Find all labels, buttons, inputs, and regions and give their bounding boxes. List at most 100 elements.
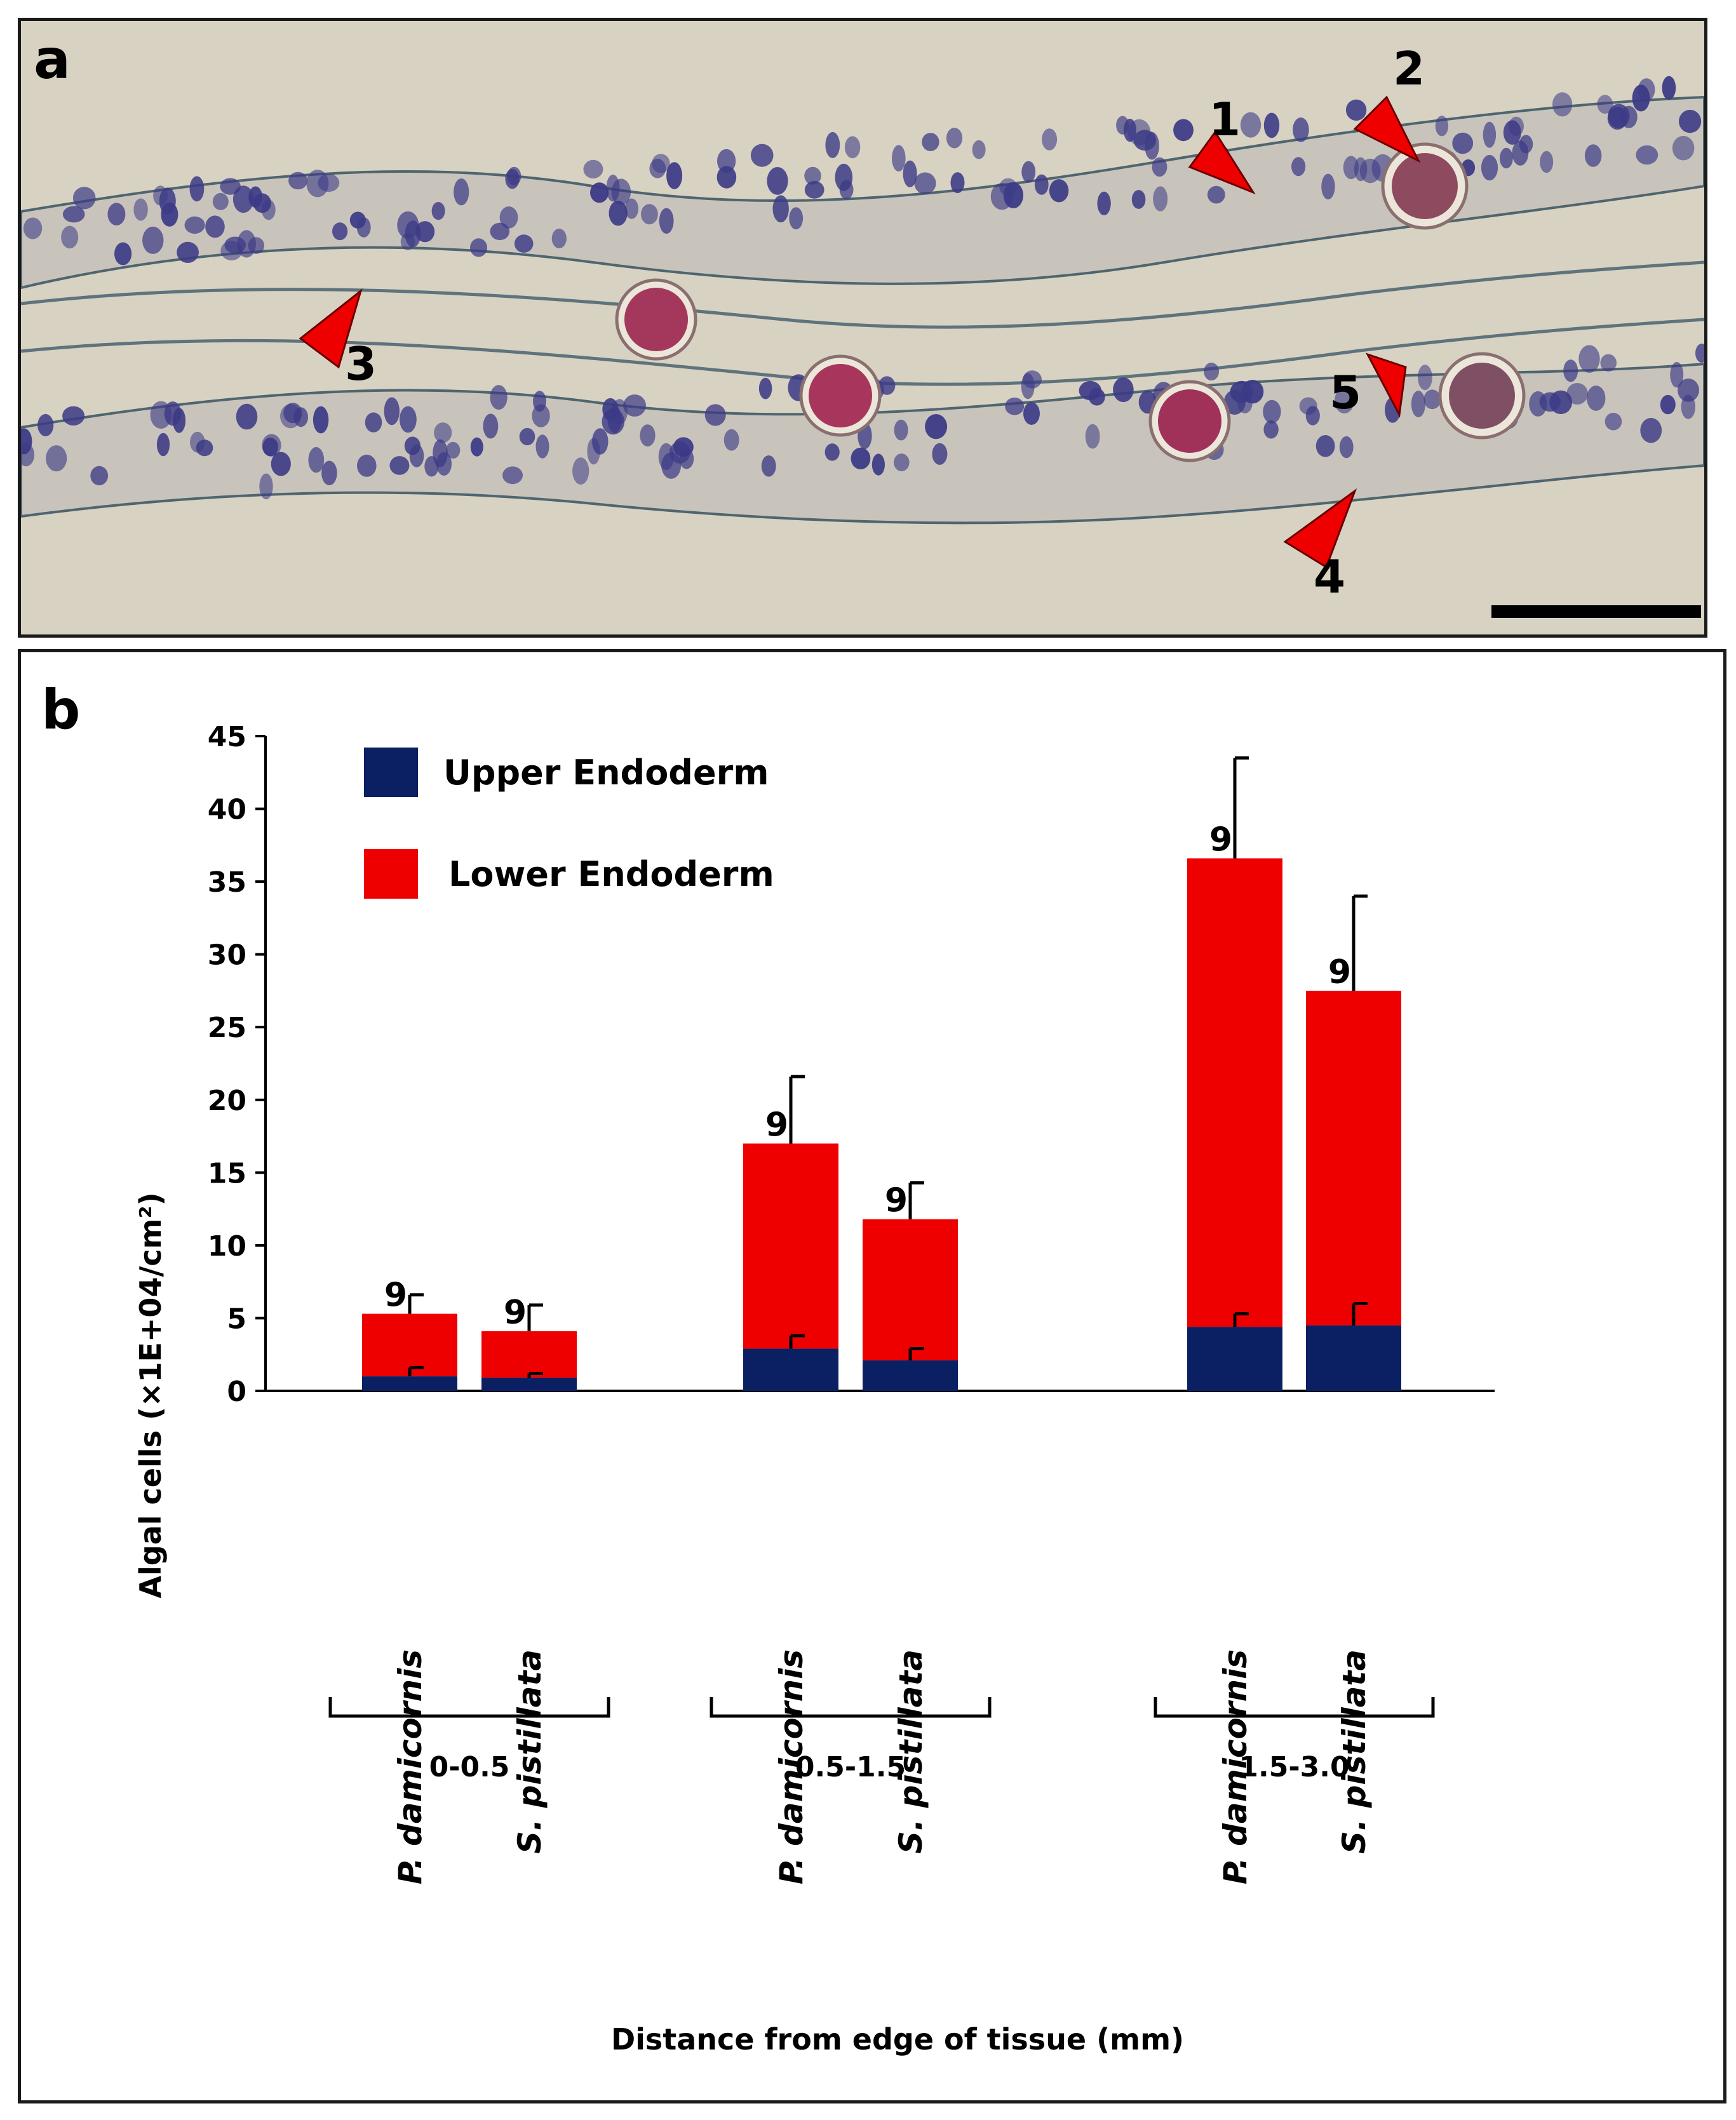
- cell-nucleus: [23, 217, 43, 239]
- cell-nucleus: [894, 453, 910, 472]
- cell-nucleus: [878, 376, 896, 395]
- cell-nucleus: [470, 437, 483, 457]
- cell-nucleus: [280, 404, 301, 429]
- cell-nucleus: [1578, 345, 1600, 373]
- cell-nucleus: [666, 162, 683, 189]
- group-label: 0.5-1.5: [795, 1751, 906, 1783]
- cell-nucleus: [1452, 132, 1474, 154]
- cell-nucleus: [1566, 383, 1589, 405]
- cell-nucleus: [892, 145, 906, 172]
- cell-nucleus: [262, 438, 278, 457]
- y-tick-label: 20: [208, 1085, 246, 1117]
- cell-nucleus: [1672, 135, 1695, 161]
- cell-nucleus: [1034, 174, 1049, 195]
- cell-nucleus: [1240, 112, 1262, 138]
- cell-nucleus: [172, 408, 186, 433]
- cell-nucleus: [1345, 99, 1367, 121]
- cell-nucleus: [37, 413, 54, 436]
- cell-nucleus: [1354, 157, 1368, 182]
- cell-nucleus: [946, 128, 963, 149]
- cell-nucleus: [1681, 394, 1695, 419]
- bar-lower-endoderm: [863, 1219, 958, 1360]
- cell-nucleus: [1679, 109, 1702, 133]
- cell-nucleus: [535, 434, 549, 459]
- cell-nucleus: [313, 406, 329, 434]
- y-axis-label: Algal cells (×1E+04/cm²): [133, 1192, 168, 1598]
- cell-nucleus: [1021, 161, 1036, 183]
- cell-nucleus: [519, 427, 535, 446]
- cell-nucleus: [972, 140, 986, 159]
- cell-nucleus: [1512, 140, 1529, 166]
- cell-nucleus: [1483, 121, 1497, 148]
- cell-nucleus: [1315, 435, 1335, 457]
- cell-nucleus: [1636, 145, 1659, 165]
- cell-nucleus: [611, 178, 631, 206]
- arrow-marker-4: [1283, 488, 1357, 569]
- legend: Upper Endoderm Lower Endoderm: [364, 748, 774, 899]
- micrograph-panel: 1 2 3 4 5 a: [18, 18, 1707, 638]
- cell-nucleus: [1423, 389, 1441, 410]
- cell-nucleus: [1597, 95, 1613, 114]
- cell-nucleus: [1334, 388, 1354, 413]
- cell-nucleus: [1097, 191, 1111, 215]
- cell-nucleus: [404, 436, 421, 455]
- cell-nucleus: [1003, 182, 1023, 208]
- arrow-annotations: 1 2 3 4 5: [299, 42, 1425, 603]
- arrow-marker-3: [299, 288, 363, 369]
- bar-upper-endoderm: [863, 1360, 958, 1391]
- cell-nucleus: [871, 453, 885, 476]
- cell-nucleus: [332, 222, 348, 241]
- cell-nucleus: [190, 431, 205, 453]
- legend-label: Upper Endoderm: [443, 753, 769, 793]
- cell-nucleus: [1263, 112, 1280, 138]
- cell-nucleus: [499, 206, 518, 229]
- cell-nucleus: [1600, 354, 1617, 372]
- cell-nucleus: [825, 131, 840, 158]
- cell-nucleus: [288, 171, 308, 190]
- bar-upper-endoderm: [1306, 1325, 1401, 1391]
- cell-nucleus: [824, 443, 840, 461]
- cell-nucleus: [1021, 373, 1035, 399]
- cell-nucleus: [804, 166, 821, 185]
- cell-nucleus: [1005, 398, 1025, 415]
- group-bracket: [710, 1697, 992, 1718]
- category-label: P. damicornis: [392, 1649, 429, 1884]
- group-label: 0-0.5: [429, 1751, 510, 1783]
- y-tick-label: 40: [208, 794, 246, 826]
- cell-nucleus: [205, 215, 225, 238]
- cell-nucleus: [1481, 154, 1498, 181]
- cell-nucleus: [483, 413, 499, 439]
- cell-nucleus: [1305, 406, 1320, 426]
- cell-nucleus: [717, 149, 736, 173]
- cell-nucleus: [1411, 391, 1425, 418]
- panel-a-label: a: [34, 28, 71, 91]
- cell-nucleus: [679, 448, 694, 469]
- arrow-label-1: 1: [1209, 93, 1241, 146]
- cell-nucleus: [851, 447, 871, 470]
- cell-nucleus: [533, 391, 546, 412]
- bar-upper-endoderm: [1187, 1327, 1282, 1391]
- cell-nucleus: [142, 226, 164, 254]
- cell-nucleus: [107, 203, 126, 226]
- category-label: P. damicornis: [1217, 1649, 1254, 1884]
- cell-nucleus: [415, 221, 435, 243]
- cell-nucleus: [761, 455, 776, 477]
- cell-nucleus: [1113, 377, 1134, 403]
- arrow-label-4: 4: [1314, 550, 1345, 603]
- cell-nucleus: [1152, 157, 1167, 177]
- algal-cells: [615, 142, 1526, 462]
- chart-panel: b 0 5 10 15 20 25 30 35 40 45 9 9 9 9 9 9 P. damicorni…: [18, 649, 1726, 2103]
- cell-nucleus: [1552, 92, 1573, 117]
- bar-upper-endoderm: [481, 1378, 577, 1391]
- cell-nucleus: [184, 216, 205, 234]
- category-label: S. pistillata: [1336, 1649, 1373, 1854]
- cell-nucleus: [514, 234, 534, 253]
- cell-nucleus: [723, 429, 739, 451]
- cell-nucleus: [454, 178, 469, 206]
- cell-nucleus: [470, 238, 487, 257]
- cell-nucleus: [321, 460, 337, 486]
- cell-nucleus: [1339, 436, 1354, 459]
- cell-nucleus: [1605, 412, 1622, 431]
- cell-nucleus: [789, 207, 804, 230]
- cell-nucleus: [505, 169, 520, 189]
